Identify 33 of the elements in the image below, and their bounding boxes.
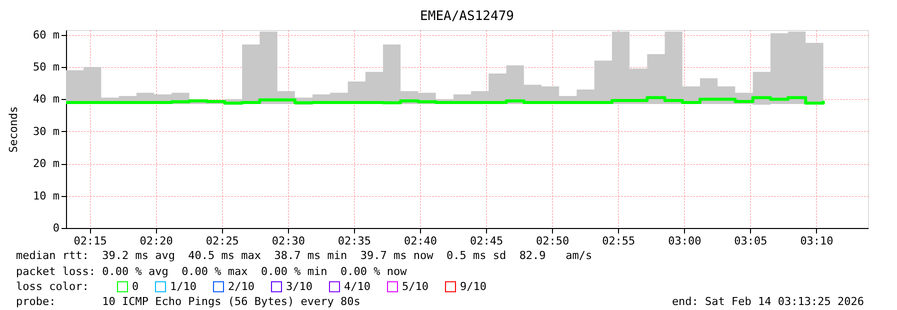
text: probe: 10 ICMP Echo Pings (56 Bytes) every 80s [16, 295, 360, 308]
text: end: Sat Feb 14 03:13:25 2026 [672, 295, 864, 308]
x-tick-label: 02:30 [272, 234, 305, 248]
x-tick-label: 03:00 [668, 234, 702, 248]
y-tick-label: 10 m [33, 189, 60, 202]
legend-label: 3/10 [286, 280, 312, 293]
legend-label: 1/10 [170, 280, 196, 293]
chart-title: EMEA/AS12479 [420, 8, 514, 24]
text: median rtt: 39.2 ms avg 40.5 ms max 38.7 ms min 39.7 ms now 0.5 ms sd 82.9 am/s [16, 249, 592, 262]
legend-label: 4/10 [344, 280, 370, 293]
x-tick-label: 02:20 [140, 234, 173, 248]
y-axis-title: Seconds [7, 106, 20, 153]
y-tick-label: 0 [52, 222, 60, 234]
y-tick-label: 40 m [33, 92, 60, 106]
x-tick-label: 02:35 [338, 234, 371, 248]
y-tick-label: 20 m [33, 157, 60, 170]
legend-title: loss color: [16, 280, 89, 293]
y-tick-label: 60 m [33, 28, 60, 42]
x-tick-label: 02:15 [74, 234, 107, 248]
x-tick-label: 02:50 [536, 234, 570, 248]
legend-label: 2/10 [228, 280, 254, 293]
x-tick-label: 02:25 [206, 234, 239, 248]
x-tick-label: 02:40 [404, 234, 438, 248]
x-tick-label: 02:45 [470, 234, 504, 248]
y-tick-label: 50 m [33, 60, 60, 74]
x-tick-label: 03:05 [734, 234, 768, 248]
legend-label: 5/10 [402, 280, 428, 293]
x-tick-label: 02:55 [602, 234, 636, 248]
x-tick-label: 03:10 [800, 234, 834, 248]
legend-label: 9/10 [460, 280, 486, 293]
text: packet loss: 0.00 % avg 0.00 % max 0.00 % min 0.00 % now [16, 265, 408, 278]
y-tick-label: 30 m [33, 124, 60, 138]
legend-label: 0 [132, 280, 139, 293]
